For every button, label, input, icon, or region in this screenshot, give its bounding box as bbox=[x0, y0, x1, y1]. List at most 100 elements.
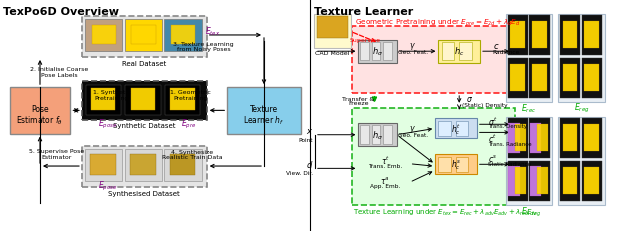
Text: $h_c^t$: $h_c^t$ bbox=[451, 121, 461, 136]
Bar bbox=[582, 162, 602, 201]
Bar bbox=[563, 125, 577, 151]
Bar bbox=[314, 15, 351, 49]
Text: App. Emb.: App. Emb. bbox=[370, 183, 401, 188]
Bar bbox=[515, 167, 526, 194]
Bar bbox=[438, 121, 451, 136]
Text: Pretraining: Pretraining bbox=[95, 96, 129, 101]
Text: Estimator $f_{\theta}$: Estimator $f_{\theta}$ bbox=[17, 114, 63, 126]
Text: $E_{reg}$: $E_{reg}$ bbox=[573, 101, 589, 114]
Bar bbox=[91, 89, 115, 111]
Text: from Noisy Poses: from Noisy Poses bbox=[177, 47, 230, 52]
Bar bbox=[131, 25, 156, 45]
Bar bbox=[82, 147, 207, 187]
Bar bbox=[510, 65, 525, 91]
Bar bbox=[125, 85, 161, 116]
Bar bbox=[372, 43, 380, 61]
Text: 4. Synthesize: 4. Synthesize bbox=[171, 149, 213, 155]
Bar bbox=[532, 65, 547, 91]
Bar bbox=[435, 155, 477, 174]
Bar bbox=[164, 149, 202, 181]
Bar bbox=[85, 149, 122, 181]
Bar bbox=[130, 155, 156, 176]
Text: Geo. Feat.: Geo. Feat. bbox=[397, 132, 428, 137]
Text: $E_{pre}$: $E_{pre}$ bbox=[181, 117, 196, 130]
Text: $d$: $d$ bbox=[306, 158, 313, 170]
Bar bbox=[582, 119, 602, 158]
Bar bbox=[352, 109, 515, 206]
Bar bbox=[529, 162, 550, 201]
Bar bbox=[435, 119, 477, 139]
Bar bbox=[584, 65, 599, 91]
Text: Geo. Feat.: Geo. Feat. bbox=[397, 49, 428, 55]
Bar bbox=[164, 20, 202, 52]
Text: Trans. Density: Trans. Density bbox=[488, 124, 527, 129]
Bar bbox=[510, 22, 525, 49]
Bar bbox=[372, 126, 380, 144]
Text: $x$: $x$ bbox=[306, 126, 313, 135]
Text: $\sigma$: $\sigma$ bbox=[466, 95, 472, 104]
Bar bbox=[584, 22, 599, 49]
Bar bbox=[171, 25, 195, 45]
Text: (Static) Density: (Static) Density bbox=[463, 102, 508, 107]
Bar bbox=[459, 43, 472, 61]
Bar bbox=[92, 25, 116, 45]
Text: Pose: Pose bbox=[31, 104, 49, 113]
Text: Synthesised Dataset: Synthesised Dataset bbox=[108, 190, 180, 196]
Bar bbox=[532, 22, 547, 49]
Text: 2. Initialise Coarse: 2. Initialise Coarse bbox=[29, 67, 88, 72]
Text: View. Dir.: View. Dir. bbox=[286, 171, 313, 176]
Text: Radiance: Radiance bbox=[493, 49, 520, 55]
Text: Geometric Pretraining under $E_{pre} = E_{2d} + \lambda_d E_d$: Geometric Pretraining under $E_{pre} = E… bbox=[355, 17, 520, 29]
Text: $E_{pose}$: $E_{pose}$ bbox=[98, 179, 117, 192]
Bar bbox=[456, 157, 468, 172]
Bar bbox=[558, 118, 605, 206]
Text: Real Dataset: Real Dataset bbox=[122, 61, 166, 67]
Bar bbox=[170, 89, 195, 111]
Text: 1. Geometric: 1. Geometric bbox=[170, 90, 211, 95]
Bar bbox=[560, 59, 580, 98]
Text: $\gamma$: $\gamma$ bbox=[410, 124, 416, 135]
Bar bbox=[530, 124, 541, 154]
Bar bbox=[529, 16, 550, 55]
Bar bbox=[352, 27, 515, 94]
Bar bbox=[515, 125, 526, 151]
Bar bbox=[131, 89, 155, 111]
Bar bbox=[85, 20, 122, 52]
Bar bbox=[529, 119, 550, 158]
Bar bbox=[90, 155, 116, 176]
Text: $c^s$: $c^s$ bbox=[488, 153, 498, 164]
Text: $E_{adv}$: $E_{adv}$ bbox=[520, 204, 538, 217]
Text: Static Radiance: Static Radiance bbox=[488, 161, 531, 166]
Text: $c$: $c$ bbox=[493, 42, 499, 51]
Text: TexPo6D Overview: TexPo6D Overview bbox=[3, 7, 119, 17]
Bar bbox=[125, 20, 162, 52]
Bar bbox=[82, 17, 207, 58]
Text: Freeze: Freeze bbox=[348, 100, 369, 105]
Bar bbox=[508, 162, 528, 201]
Text: $\tau^t$: $\tau^t$ bbox=[381, 154, 390, 167]
Bar bbox=[442, 43, 454, 61]
Bar bbox=[360, 126, 369, 144]
Text: Texture Learner: Texture Learner bbox=[314, 7, 413, 17]
Bar bbox=[438, 40, 480, 64]
Text: $h_{\sigma}$: $h_{\sigma}$ bbox=[372, 46, 383, 58]
Bar bbox=[358, 124, 397, 147]
Text: $c^t$: $c^t$ bbox=[488, 132, 497, 145]
Text: 5. Supervise Pose: 5. Supervise Pose bbox=[29, 149, 84, 154]
Text: $\gamma$: $\gamma$ bbox=[410, 41, 416, 52]
Text: CAD Model: CAD Model bbox=[315, 51, 349, 56]
Bar bbox=[506, 118, 552, 206]
Text: Transfer &: Transfer & bbox=[342, 96, 374, 101]
Text: $E_{pose}$: $E_{pose}$ bbox=[98, 117, 117, 130]
Text: Texture Learning under $E_{tex} = E_{rec} + \lambda_{adv}E_{adv} + \lambda_{ref}: Texture Learning under $E_{tex} = E_{rec… bbox=[353, 207, 541, 218]
Bar bbox=[508, 166, 520, 196]
Bar bbox=[383, 126, 392, 144]
Text: Estimator: Estimator bbox=[41, 154, 72, 159]
Bar bbox=[358, 40, 397, 64]
Bar bbox=[170, 155, 195, 176]
Text: $h_c^s$: $h_c^s$ bbox=[451, 158, 461, 171]
Bar bbox=[563, 65, 577, 91]
Bar bbox=[508, 119, 528, 158]
Text: Synthetic Dataset: Synthetic Dataset bbox=[113, 123, 175, 129]
Text: $E_{rec}$: $E_{rec}$ bbox=[522, 102, 536, 114]
